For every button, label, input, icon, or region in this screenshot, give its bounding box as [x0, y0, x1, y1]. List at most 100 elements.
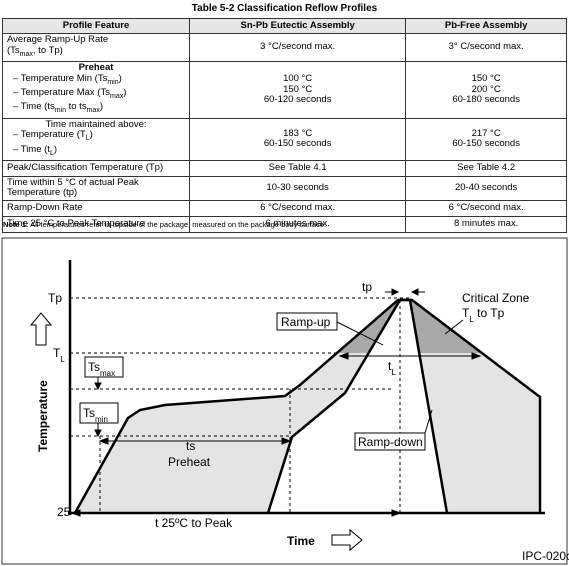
subscript: max: [19, 50, 33, 58]
x-axis-label: Time: [287, 534, 315, 548]
note-text: All temperatures refer to topside of the…: [30, 220, 327, 229]
shade-right: [410, 300, 540, 513]
ramp-down-box: [354, 432, 426, 451]
table-cell: 3 °C/second max.: [188, 33, 407, 62]
cell-line: 183 °C: [283, 127, 313, 139]
cell-line: 100 °C: [283, 73, 313, 85]
cell-line: Time within 5 °C of actual Peak: [7, 176, 139, 188]
subscript: L: [60, 355, 65, 364]
note: Note 1: All temperatures refer to topsid…: [3, 220, 326, 229]
table-row: Time maintained above: – Temperature (TL)…: [2, 117, 567, 161]
cell-line: 3 °C/second max.: [260, 41, 336, 53]
table-row: Preheat – Temperature Min (Tsmin) – Temper…: [2, 61, 567, 119]
subscript: min: [54, 107, 66, 115]
table-row: Average Ramp-Up Rate (Tsmax, to Tp) 3 °C/s…: [2, 33, 567, 62]
text-part: T: [53, 346, 61, 360]
ts-max-box: [84, 356, 124, 378]
table-cell: 217 °C 60-150 seconds: [405, 117, 567, 161]
ramp-down-label: Ramp-down: [358, 435, 423, 449]
text-part: Ts: [83, 406, 95, 420]
cell-line: 150 °C: [471, 73, 501, 85]
ts-min-box: [79, 402, 119, 424]
table-cell: 8 minutes max.: [405, 215, 567, 233]
text-part: ): [123, 86, 127, 98]
subscript: max: [86, 107, 100, 115]
subscript: min: [107, 78, 119, 86]
tp-label: tp: [362, 280, 372, 294]
cell-line: 60-150 seconds: [263, 138, 332, 150]
subscript: max: [100, 369, 115, 378]
text-part: to ts: [65, 101, 87, 113]
table-cell: Time 25 °C to Peak Temperature: [2, 215, 190, 233]
subscript: L: [85, 135, 90, 143]
guides: [70, 297, 410, 513]
cell-line: 20-40 seconds: [454, 182, 518, 194]
note-label: Note 1:: [3, 220, 29, 229]
text-part: ): [118, 72, 122, 84]
text-part: (Ts: [7, 44, 20, 56]
cell-line: Preheat: [78, 62, 114, 73]
text-part: – Temperature (T: [13, 129, 86, 141]
cell-line: Time 25 °C to Peak Temperature: [7, 218, 145, 230]
subscript: min: [95, 415, 108, 424]
figure-id: IPC-020c-5-1: [522, 549, 569, 563]
total-time-label: t 25ºC to Peak: [155, 516, 233, 530]
text-part: T: [462, 306, 470, 320]
arrows: [70, 288, 482, 517]
table-cell: 3° C/second max.: [405, 33, 567, 62]
base-label: 25: [57, 505, 71, 519]
diagram-frame: [1, 237, 568, 565]
cell-line: 6 minutes max.: [265, 218, 330, 230]
cell-line: 10-30 seconds: [266, 182, 329, 194]
critical-range-label: TL to Tp: [462, 306, 505, 324]
text-part: ): [89, 129, 93, 141]
preheat-label: Preheat: [168, 455, 211, 469]
table-row: Time 25 °C to Peak Temperature 6 minutes …: [2, 215, 567, 233]
table-cell: 6 minutes max.: [188, 215, 407, 233]
text-part: , to Tp): [32, 44, 63, 56]
cell-line: 3° C/second max.: [448, 41, 524, 53]
table-row: Ramp-Down Rate 6 °C/second max. 6 °C/secon…: [2, 199, 567, 217]
cell-line: 6 °C/second max.: [260, 202, 336, 214]
table-cell: Time maintained above: – Temperature (TL)…: [2, 117, 190, 161]
table-title: Table 5-2 Classification Reflow Profiles: [191, 3, 378, 14]
cell-line: 60-180 seconds: [452, 94, 520, 106]
subscript: max: [109, 92, 124, 100]
cell-line: 150 °C: [283, 83, 313, 95]
header-row: Profile Feature Sn-Pb Eutectic Assembly Pb…: [2, 18, 567, 34]
cell-line: Average Ramp-Up Rate: [7, 34, 109, 46]
header-cell: Sn-Pb Eutectic Assembly: [188, 18, 407, 34]
table-cell: Average Ramp-Up Rate (Tsmax, to Tp): [2, 33, 190, 62]
y-arrow: [29, 312, 53, 346]
cell-line: – Time (tL): [7, 143, 185, 159]
cell-line: 200 °C: [471, 83, 501, 95]
header-cell: Profile Feature: [2, 18, 190, 34]
text-part: – Time (t: [13, 143, 50, 155]
cell-line: Temperature (tp): [7, 187, 78, 199]
x-arrow: [331, 528, 363, 552]
text-part: to Tp: [474, 306, 505, 320]
cell-line: Peak/Classification Temperature (Tp): [7, 162, 164, 174]
cell-line: 6 °C/second max.: [448, 202, 524, 214]
cell-line: – Temperature Min (Tsmin): [7, 72, 185, 88]
cell-line: (Tsmax, to Tp): [7, 44, 185, 60]
text-part: – Temperature Min (Ts: [13, 72, 108, 84]
ts-min-label: Tsmin: [83, 406, 108, 424]
cell-line: – Time (tsmin to tsmax): [7, 102, 185, 116]
profile-table: Profile Feature Sn-Pb Eutectic Assembly Pb…: [2, 18, 567, 233]
tp-level: Tp: [48, 291, 62, 305]
ts-label: ts: [186, 439, 195, 453]
shade-left: [75, 300, 400, 513]
text-part: – Time (ts: [13, 101, 55, 113]
cell-line: 217 °C: [471, 127, 501, 139]
table-cell: Preheat – Temperature Min (Tsmin) – Temper…: [2, 61, 190, 119]
cell-line: 60-120 seconds: [263, 94, 332, 106]
tl-level: TL: [53, 346, 65, 364]
subscript: L: [49, 149, 54, 157]
text-part: t: [388, 359, 392, 373]
tl-label: tL: [388, 359, 396, 377]
text-part: Ts: [88, 360, 100, 374]
cell-line: See Table 4.1: [268, 162, 327, 174]
